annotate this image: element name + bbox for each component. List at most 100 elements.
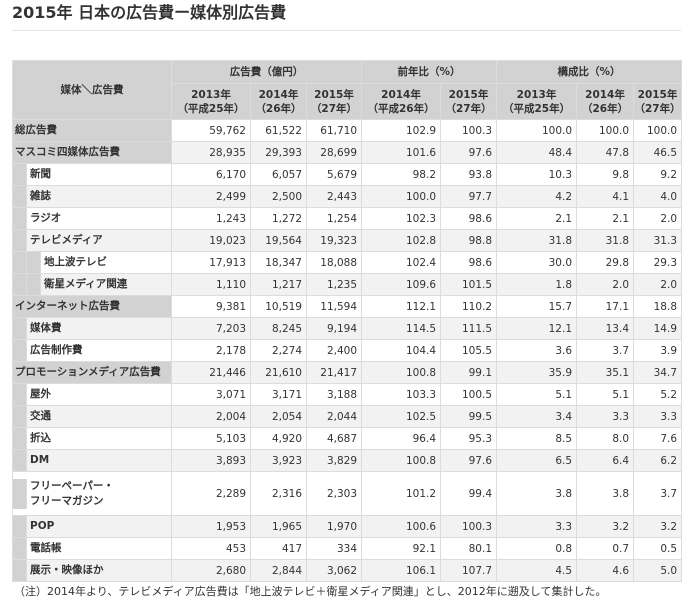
- indent-bar: [13, 340, 27, 361]
- value-cell: 47.8: [576, 141, 635, 164]
- row-label-cell: ラジオ: [12, 207, 172, 230]
- indent-bar: [13, 252, 27, 273]
- year-header: 2013年 （平成25年）: [496, 83, 578, 120]
- value-cell: 4.5: [496, 559, 578, 582]
- indent-bar: [13, 406, 27, 427]
- row-label: 地上波テレビ: [41, 252, 171, 273]
- table-row: 展示・映像ほか 2,680 2,844 3,062 106.1 107.7 4.5 4.6 5.…: [12, 559, 683, 582]
- value-cell: 3.2: [576, 515, 635, 538]
- value-cell: 0.5: [633, 537, 683, 560]
- value-cell: 417: [250, 537, 307, 560]
- value-cell: 2,443: [305, 185, 363, 208]
- indent-bar: [13, 450, 27, 471]
- year-header-line: （平成25年）: [502, 102, 571, 115]
- value-cell: 3.3: [576, 405, 635, 428]
- row-label-cell: 新聞: [12, 163, 172, 186]
- value-cell: 30.0: [496, 251, 578, 274]
- value-cell: 2.1: [576, 207, 635, 230]
- table-row: マスコミ四媒体広告費 28,935 29,393 28,699 101.6 97.6 48.…: [12, 141, 683, 164]
- row-label: インターネット広告費: [13, 296, 171, 317]
- value-cell: 28,935: [171, 141, 251, 164]
- table-row: 総広告費 59,762 61,522 61,710 102.9 100.3 100.0 100…: [12, 119, 683, 142]
- row-label-cell: POP: [12, 515, 172, 538]
- value-cell: 1,965: [250, 515, 307, 538]
- row-label-cell: 屋外: [12, 383, 172, 406]
- corner-header: 媒体＼広告費: [12, 60, 172, 120]
- value-cell: 2.1: [496, 207, 578, 230]
- value-cell: 21,446: [171, 361, 251, 384]
- value-cell: 103.3: [361, 383, 442, 406]
- row-label: プロモーションメディア広告費: [13, 362, 171, 383]
- value-cell: 10,519: [250, 295, 307, 318]
- row-label: 総広告費: [13, 120, 171, 141]
- row-label-cell: 媒体費: [12, 317, 172, 340]
- value-cell: 99.1: [440, 361, 498, 384]
- value-cell: 102.8: [361, 229, 442, 252]
- indent-bar: [13, 516, 27, 537]
- value-cell: 2,303: [305, 471, 363, 516]
- indent-bar: [27, 252, 41, 273]
- value-cell: 48.4: [496, 141, 578, 164]
- table-row: 衛星メディア関連 1,110 1,217 1,235 109.6 101.5 1.8 2.0 2…: [12, 273, 683, 296]
- value-cell: 99.5: [440, 405, 498, 428]
- value-cell: 101.5: [440, 273, 498, 296]
- indent-bar: [13, 538, 27, 559]
- row-label: DM: [27, 450, 171, 471]
- row-label: POP: [27, 516, 171, 537]
- indent-bar: [13, 384, 27, 405]
- table-row: 広告制作費 2,178 2,274 2,400 104.4 105.5 3.6 3.7 3.9: [12, 339, 683, 362]
- year-header: 2014年 （平成26年）: [361, 83, 442, 120]
- value-cell: 93.8: [440, 163, 498, 186]
- table-row: 新聞 6,170 6,057 5,679 98.2 93.8 10.3 9.8 9.2: [12, 163, 683, 186]
- value-cell: 5.0: [633, 559, 683, 582]
- value-cell: 9,194: [305, 317, 363, 340]
- value-cell: 4.6: [576, 559, 635, 582]
- value-cell: 15.7: [496, 295, 578, 318]
- row-label: 媒体費: [27, 318, 171, 339]
- value-cell: 8.0: [576, 427, 635, 450]
- row-label: 電話帳: [27, 538, 171, 559]
- value-cell: 95.3: [440, 427, 498, 450]
- value-cell: 2,500: [250, 185, 307, 208]
- value-cell: 0.7: [576, 537, 635, 560]
- value-cell: 10.3: [496, 163, 578, 186]
- value-cell: 100.0: [576, 119, 635, 142]
- value-cell: 4.1: [576, 185, 635, 208]
- year-header: 2014年 （26年）: [250, 83, 307, 120]
- value-cell: 21,417: [305, 361, 363, 384]
- table-row: 雑誌 2,499 2,500 2,443 100.0 97.7 4.2 4.1 4.0: [12, 185, 683, 208]
- year-header-line: 2014年: [381, 88, 421, 101]
- value-cell: 2,844: [250, 559, 307, 582]
- value-cell: 101.2: [361, 471, 442, 516]
- value-cell: 31.3: [633, 229, 683, 252]
- value-cell: 111.5: [440, 317, 498, 340]
- value-cell: 7,203: [171, 317, 251, 340]
- value-cell: 92.1: [361, 537, 442, 560]
- row-label: 屋外: [27, 384, 171, 405]
- row-label-cell: 交通: [12, 405, 172, 428]
- row-label: フリーペーパー・ フリーマガジン: [27, 478, 171, 509]
- table-row: POP 1,953 1,965 1,970 100.6 100.3 3.3 3.2 3.2: [12, 515, 683, 538]
- value-cell: 19,323: [305, 229, 363, 252]
- value-cell: 100.0: [633, 119, 683, 142]
- value-cell: 3.3: [633, 405, 683, 428]
- value-cell: 100.6: [361, 515, 442, 538]
- value-cell: 110.2: [440, 295, 498, 318]
- value-cell: 6.4: [576, 449, 635, 472]
- row-label: 折込: [27, 428, 171, 449]
- value-cell: 3.9: [633, 339, 683, 362]
- value-cell: 6.2: [633, 449, 683, 472]
- footnote: （注）2014年より、テレビメディア広告費は「地上波テレビ＋衛星メディア関連」と…: [14, 585, 607, 598]
- row-label: 雑誌: [27, 186, 171, 207]
- table-row: プロモーションメディア広告費 21,446 21,610 21,417 100.8 99.…: [12, 361, 683, 384]
- table-row: テレビメディア 19,023 19,564 19,323 102.8 98.8 31.8 31…: [12, 229, 683, 252]
- row-label: ラジオ: [27, 208, 171, 229]
- indent-bar: [13, 274, 27, 295]
- year-header-line: 2013年: [516, 88, 557, 101]
- value-cell: 31.8: [496, 229, 578, 252]
- value-cell: 1,110: [171, 273, 251, 296]
- value-cell: 3,923: [250, 449, 307, 472]
- value-cell: 18.8: [633, 295, 683, 318]
- value-cell: 2,004: [171, 405, 251, 428]
- value-cell: 17,913: [171, 251, 251, 274]
